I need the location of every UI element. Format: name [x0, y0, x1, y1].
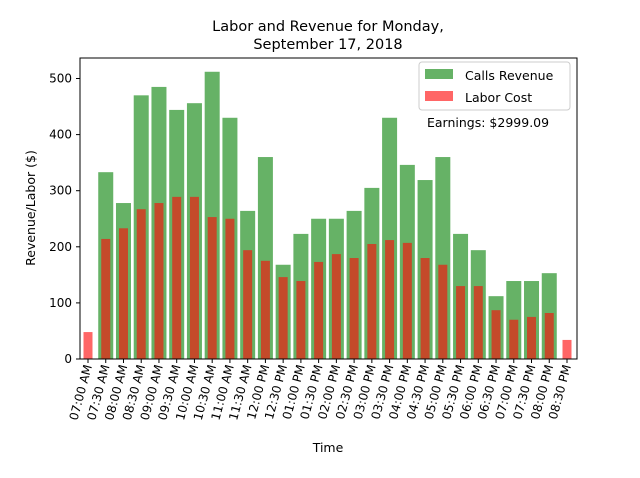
y-tick-label: 100 [49, 296, 72, 310]
labor-bar [314, 261, 324, 359]
labor-bar [207, 217, 217, 359]
labor-bar [456, 286, 466, 359]
plot-frame [79, 57, 578, 360]
labor-bar [83, 332, 93, 359]
labor-bar [367, 243, 377, 359]
labor-bar [136, 209, 146, 359]
labor-bar [101, 238, 111, 359]
labor-bar [509, 319, 519, 359]
labor-bar [278, 277, 288, 359]
x-axis-label: Time [312, 440, 344, 455]
labor-bars [83, 196, 572, 359]
y-tick-label: 0 [64, 352, 72, 366]
labor-bar [296, 281, 306, 359]
legend-label-labor-cost: Labor Cost [465, 90, 532, 105]
y-tick-label: 500 [49, 72, 72, 86]
labor-bar [172, 196, 182, 359]
labor-bar [544, 312, 554, 359]
y-tick-label: 200 [49, 240, 72, 254]
labor-bar [438, 264, 448, 359]
chart-title-line-2: September 17, 2018 [253, 37, 402, 53]
labor-bar [491, 310, 501, 359]
y-tick-label: 300 [49, 184, 72, 198]
earnings-annotation: Earnings: $2999.09 [427, 115, 549, 130]
chart-title-line-1: Labor and Revenue for Monday, [212, 19, 444, 35]
labor-bar [349, 258, 359, 359]
labor-bar [331, 254, 341, 359]
legend-box [418, 61, 571, 111]
y-axis-label: Revenue/Labor ($) [23, 150, 38, 266]
y-tick-label: 400 [49, 128, 72, 142]
labor-bar [527, 316, 537, 359]
y-axis: 0 100 200 300 400 500 [49, 72, 80, 366]
labor-bar [402, 242, 412, 359]
labor-bar [562, 339, 572, 359]
legend: Calls Revenue Labor Cost [418, 61, 571, 111]
legend-swatch-labor-cost [425, 91, 453, 101]
labor-bar [225, 218, 235, 359]
legend-label-calls-revenue: Calls Revenue [465, 68, 554, 83]
legend-swatch-calls-revenue [425, 69, 453, 79]
labor-bar [385, 240, 395, 359]
labor-bar [473, 286, 483, 359]
labor-bar [420, 258, 430, 359]
labor-bar [189, 196, 199, 359]
labor-bar [154, 203, 164, 359]
labor-bar [243, 250, 253, 359]
labor-bar [118, 228, 128, 359]
labor-bar [260, 260, 270, 359]
